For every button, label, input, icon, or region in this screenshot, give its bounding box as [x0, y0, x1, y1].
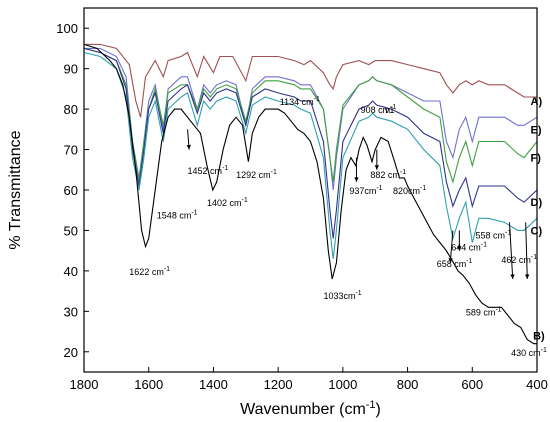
x-tick-label: 400	[526, 377, 548, 392]
peak-annotation: 820cm-1	[393, 185, 426, 196]
peak-annotation: 658 cm-1	[437, 258, 473, 269]
y-tick-label: 30	[64, 304, 78, 319]
annotation-arrowhead	[510, 274, 515, 279]
x-tick-label: 1200	[264, 377, 293, 392]
ticks-layer: 1800 1600 1400 1200 1000 800 600 400 20 30 40 50 60 7…	[56, 21, 548, 392]
annotation-arrowhead	[457, 246, 462, 251]
peak-annotation: 1033cm-1	[323, 290, 361, 301]
y-tick-label: 60	[64, 183, 78, 198]
x-tick-label: 800	[397, 377, 419, 392]
series-line-1	[84, 43, 537, 118]
annotation-arrowhead	[524, 274, 530, 279]
peak-annotation: 1402 cm-1	[207, 197, 248, 208]
peak-annotation: 1622 cm-1	[129, 266, 170, 277]
peak-annotation: 589 cm-1	[466, 306, 502, 317]
series-line-4	[83, 47, 538, 239]
series-line-3	[83, 47, 538, 184]
y-tick-label: 80	[64, 102, 78, 117]
y-tick-label: 40	[64, 264, 78, 279]
peak-annotation: 882 cm-1	[370, 169, 406, 180]
annotation-arrowhead	[186, 144, 191, 150]
y-tick-label: 100	[56, 21, 78, 36]
series-label: B)	[533, 331, 545, 343]
annotation-arrow	[508, 222, 514, 280]
y-axis-title: % Transmittance	[7, 130, 24, 249]
series-label: F)	[531, 153, 542, 165]
x-tick-label: 1800	[70, 377, 99, 392]
series-line-2	[84, 47, 538, 191]
series-line-6	[83, 43, 537, 345]
peak-annotation: 937cm-1	[349, 185, 382, 196]
peak-annotation: 908 cm-1	[361, 104, 397, 115]
peak-annotation: 462 cm-1	[501, 254, 537, 265]
annotation-arrowhead	[374, 165, 380, 170]
annotation-arrow	[525, 222, 528, 279]
y-tick-label: 50	[64, 223, 78, 238]
peak-annotation: 1452 cm-1	[188, 165, 229, 176]
series-line-5	[83, 51, 538, 259]
series-label: C)	[531, 225, 543, 237]
x-axis-title: Wavenumber (cm-1)	[240, 399, 381, 418]
annotation-layer: 1622 cm-1 1548 cm-1 1452 cm-1 1402 cm-1 1292…	[129, 96, 547, 358]
peak-annotation: 1548 cm-1	[157, 209, 198, 220]
series-label-layer: A) E) F) D) C) B)	[531, 96, 546, 343]
peak-annotation: 1134 cm-1	[280, 96, 320, 107]
peak-annotation: 558 cm-1	[476, 230, 512, 241]
x-tick-label: 1400	[199, 377, 228, 392]
series-label: D)	[531, 197, 543, 209]
annotation-arrowhead	[354, 177, 359, 182]
x-tick-label: 600	[461, 377, 483, 392]
y-tick-label: 70	[64, 143, 78, 158]
y-tick-label: 20	[64, 345, 78, 360]
peak-annotation: 644 cm-1	[451, 242, 487, 253]
x-tick-label: 1600	[134, 377, 163, 392]
series-label: A)	[531, 96, 543, 108]
x-tick-label: 1000	[328, 377, 357, 392]
peak-annotation: 430 cm-1	[511, 347, 547, 358]
peak-annotation: 1292 cm-1	[236, 169, 277, 180]
series-layer	[83, 43, 538, 345]
peak-annotation: v1	[385, 105, 395, 115]
y-tick-label: 90	[64, 62, 78, 77]
series-label: E)	[531, 124, 542, 136]
annotation-arrowhead	[448, 258, 453, 263]
annotation-arrow	[449, 230, 454, 263]
